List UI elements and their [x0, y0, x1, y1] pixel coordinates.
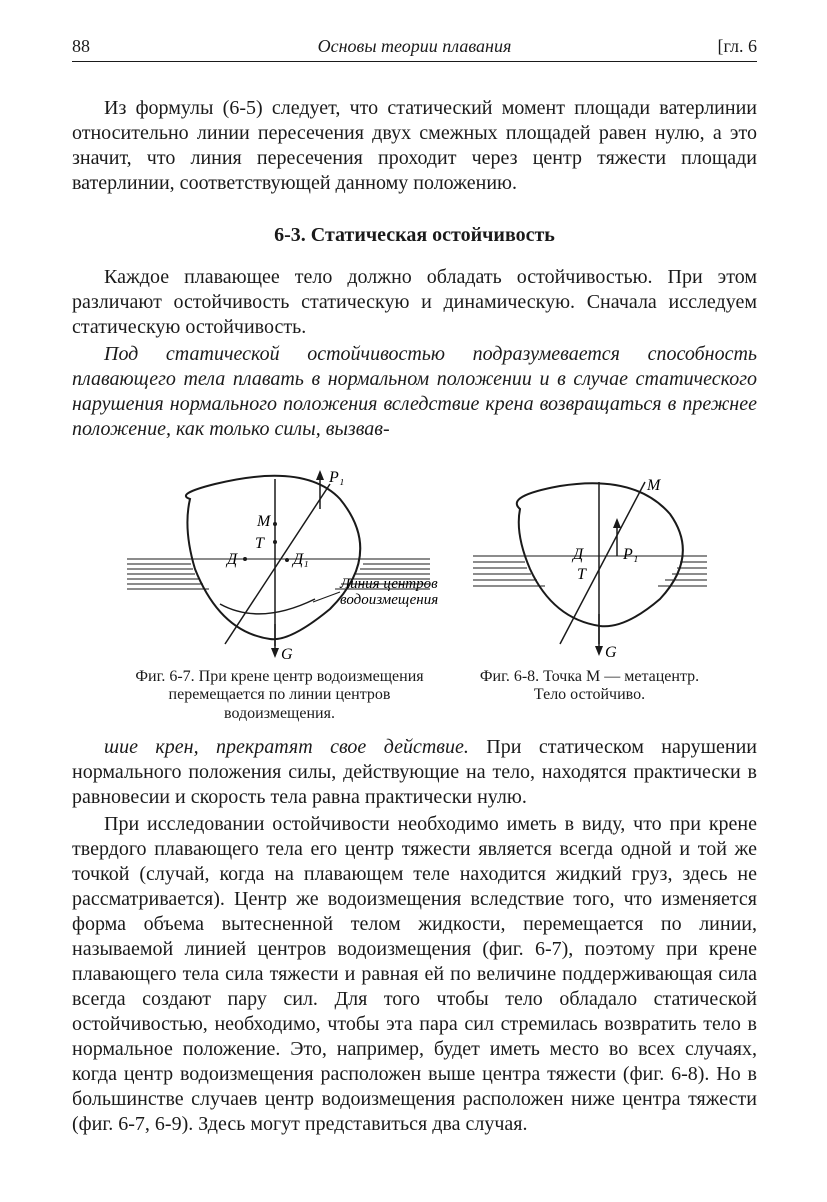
running-header: 88 Основы теории плавания [гл. 6: [72, 36, 757, 62]
section-number: 6-3.: [274, 224, 306, 246]
fig67-label-p1: P₁: [328, 469, 344, 486]
figure-6-8-caption: Фиг. 6-8. Точка M — метацентр. Тело осто…: [475, 668, 705, 705]
fig67-annot2: водоизмещения: [340, 592, 438, 608]
paragraph-2: Каждое плавающее тело должно обладать ос…: [72, 265, 757, 340]
fig67-annot1: Линия центров: [339, 576, 438, 592]
figure-6-7-svg: P₁ M T Д Д₁ G Линия центров водоизмещени…: [115, 464, 445, 664]
fig67-label-d1: Д₁: [291, 551, 309, 568]
figures-row: P₁ M T Д Д₁ G Линия центров водоизмещени…: [72, 464, 757, 723]
fig68-label-g: G: [605, 644, 617, 661]
figure-6-7-caption: Фиг. 6-7. При крене центр водоизмещения …: [120, 668, 440, 723]
page: 88 Основы теории плавания [гл. 6 Из форм…: [0, 0, 827, 1187]
fig68-label-d: Д: [571, 546, 584, 563]
figure-6-7: P₁ M T Д Д₁ G Линия центров водоизмещени…: [115, 464, 445, 723]
fig68-label-m: M: [646, 477, 662, 494]
section-heading: 6-3. Статическая остойчивость: [72, 224, 757, 247]
fig68-label-t: T: [577, 566, 587, 583]
paragraph-intro: Из формулы (6-5) следует, что статически…: [72, 96, 757, 196]
paragraph-4-italic-lead: шие крен, прекратят свое действие.: [104, 736, 469, 758]
figure-6-8: M Д T P₁ G Фиг. 6-8. Точка M — метацентр…: [465, 464, 715, 705]
section-title: Статическая остойчивость: [311, 224, 555, 246]
paragraph-3: Под статической остойчивостью подразумев…: [72, 342, 757, 442]
paragraph-5: При исследовании остойчивости необходимо…: [72, 812, 757, 1137]
fig67-label-d: Д: [225, 551, 238, 568]
fig68-label-p1: P₁: [622, 546, 638, 563]
fig67-label-m: M: [256, 513, 272, 530]
fig67-label-g: G: [281, 646, 293, 663]
fig67-label-t: T: [255, 535, 265, 552]
figure-6-8-svg: M Д T P₁ G: [465, 464, 715, 664]
definition-italic: Под статической остойчивостью подразумев…: [72, 343, 757, 440]
page-number: 88: [72, 36, 132, 57]
running-title: Основы теории плавания: [132, 36, 697, 57]
chapter-ref: [гл. 6: [697, 36, 757, 57]
paragraph-4: шие крен, прекратят свое действие. При с…: [72, 735, 757, 810]
